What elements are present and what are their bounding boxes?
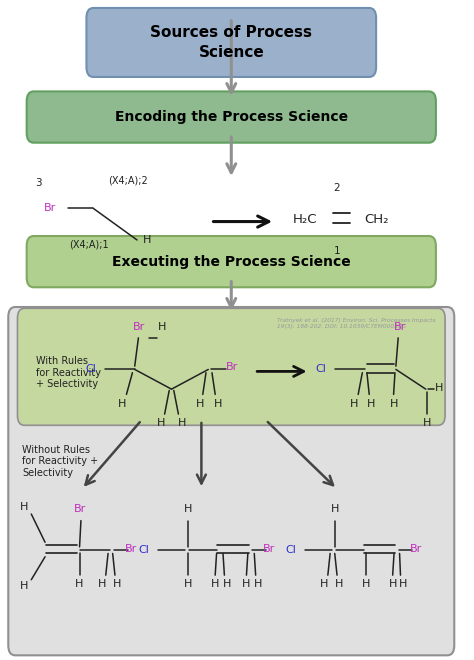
Text: H: H xyxy=(157,418,165,428)
Text: Cl: Cl xyxy=(316,364,327,374)
Text: H: H xyxy=(362,579,370,589)
Text: H: H xyxy=(177,418,186,428)
Text: Br: Br xyxy=(264,544,275,554)
Text: Br: Br xyxy=(44,203,56,213)
Text: Br: Br xyxy=(73,504,86,514)
Text: H: H xyxy=(183,504,192,514)
Text: H: H xyxy=(435,383,443,393)
Text: H: H xyxy=(183,579,192,589)
Text: Br: Br xyxy=(410,544,422,554)
Text: H: H xyxy=(196,399,204,409)
Text: H: H xyxy=(113,579,121,589)
Text: (X4;A);2: (X4;A);2 xyxy=(108,176,148,186)
Text: H: H xyxy=(75,579,84,589)
Text: H₂C: H₂C xyxy=(292,213,317,226)
Text: (X4;A);1: (X4;A);1 xyxy=(69,240,109,249)
Text: Br: Br xyxy=(133,321,146,332)
Text: H: H xyxy=(214,399,223,409)
FancyBboxPatch shape xyxy=(86,8,376,77)
Text: H: H xyxy=(118,399,126,409)
Text: H: H xyxy=(20,502,28,512)
Text: H: H xyxy=(222,579,231,589)
Text: H: H xyxy=(211,579,219,589)
Text: H: H xyxy=(330,504,339,514)
Text: With Rules
for Reactivity
+ Selectivity: With Rules for Reactivity + Selectivity xyxy=(36,356,101,389)
Text: Encoding the Process Science: Encoding the Process Science xyxy=(115,110,348,124)
Text: H: H xyxy=(399,579,408,589)
Text: H: H xyxy=(98,579,106,589)
Text: Executing the Process Science: Executing the Process Science xyxy=(112,255,351,269)
Text: H: H xyxy=(350,399,359,409)
Text: H: H xyxy=(422,418,431,428)
Text: H: H xyxy=(389,579,397,589)
Text: Br: Br xyxy=(226,362,238,372)
Text: Cl: Cl xyxy=(286,545,297,555)
Text: H: H xyxy=(158,321,166,332)
Text: H: H xyxy=(390,399,398,409)
Text: 3: 3 xyxy=(35,178,42,189)
Text: 1: 1 xyxy=(334,246,340,256)
Text: Br: Br xyxy=(393,321,406,332)
FancyBboxPatch shape xyxy=(27,92,436,143)
Text: H: H xyxy=(367,399,376,409)
Text: Sources of Process
Science: Sources of Process Science xyxy=(150,25,312,60)
Text: 2: 2 xyxy=(334,183,340,193)
Text: H: H xyxy=(254,579,262,589)
Text: Cl: Cl xyxy=(138,545,149,555)
FancyBboxPatch shape xyxy=(27,236,436,287)
Text: H: H xyxy=(320,579,328,589)
Text: H: H xyxy=(20,581,28,591)
Text: Tratnyek et al. (2017) Environ. Sci. Processes Impacts
19(3): 188-202. DOI: 10.1: Tratnyek et al. (2017) Environ. Sci. Pro… xyxy=(277,318,436,329)
Text: H: H xyxy=(143,235,151,245)
Text: CH₂: CH₂ xyxy=(364,213,388,226)
Text: Without Rules
for Reactivity +
Selectivity: Without Rules for Reactivity + Selectivi… xyxy=(22,445,98,478)
Text: H: H xyxy=(335,579,344,589)
Text: Cl: Cl xyxy=(86,364,97,374)
Text: Br: Br xyxy=(125,544,137,554)
FancyBboxPatch shape xyxy=(8,307,454,655)
Text: H: H xyxy=(242,579,251,589)
FancyBboxPatch shape xyxy=(18,308,445,425)
